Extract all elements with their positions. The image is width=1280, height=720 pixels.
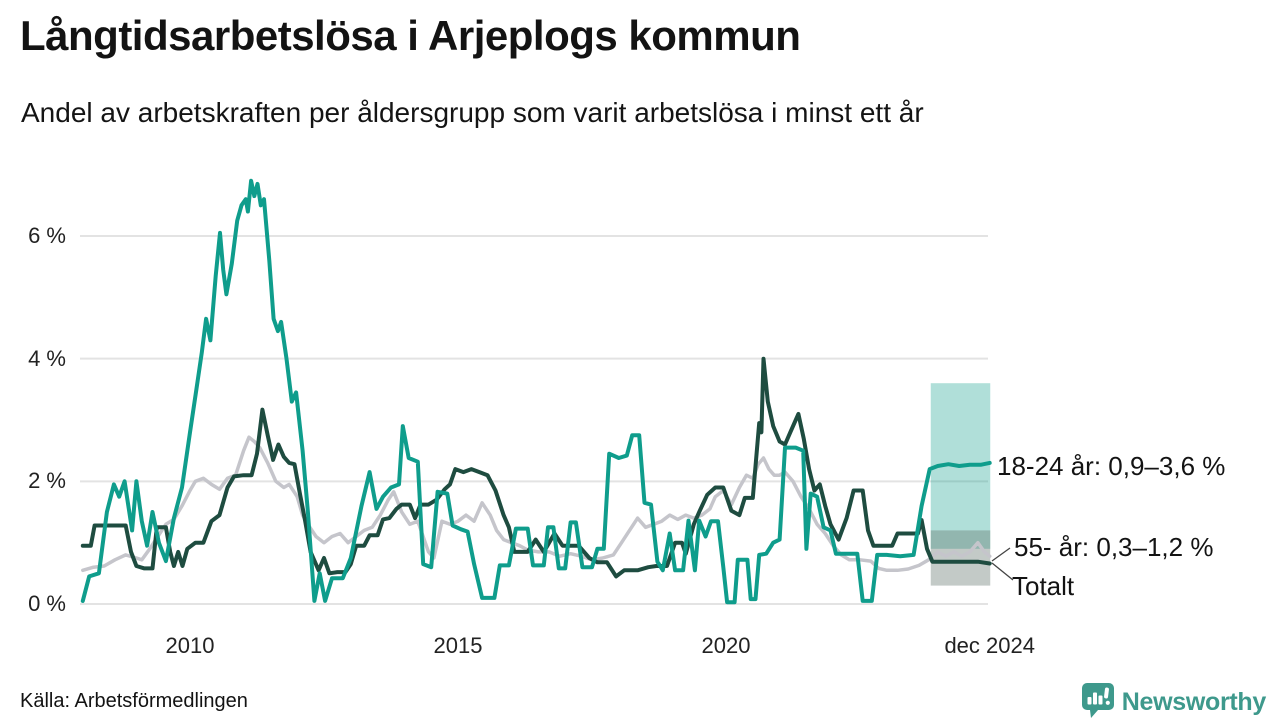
annotation-55: 55- år: 0,3–1,2 %: [1014, 532, 1214, 562]
uncertainty-band-1: [930, 530, 991, 586]
y-tick-6: 6 %: [28, 223, 66, 248]
x-tick-2010: 2010: [165, 633, 215, 658]
brand-lockup: Newsworthy: [1081, 682, 1266, 720]
x-tick-dec-2024: dec 2024: [944, 633, 1035, 658]
newsworthy-logo-icon: [1081, 682, 1115, 720]
y-tick-0: 0 %: [28, 591, 66, 616]
series-line-18-24-r: [80, 178, 992, 605]
page-subtitle: Andel av arbetskraften per åldersgrupp s…: [21, 97, 924, 128]
brand-name: Newsworthy: [1121, 688, 1267, 716]
series-line-totalt: [81, 435, 992, 573]
x-tick-2020: 2020: [701, 633, 751, 658]
series-line-55-r: [80, 356, 992, 579]
source-caption: Källa: Arbetsförmedlingen: [20, 690, 248, 712]
page-title: Långtidsarbetslösa i Arjeplogs kommun: [20, 12, 801, 59]
y-tick-2: 2 %: [28, 468, 66, 494]
annotation-18-24: 18-24 år: 0,9–3,6 %: [997, 451, 1226, 481]
annotation-total: Totalt: [1012, 571, 1075, 601]
y-tick-4: 4 %: [28, 345, 66, 371]
x-tick-2015: 2015: [433, 633, 483, 658]
annotation-connector-1: [991, 562, 1014, 581]
annotation-connector-0: [991, 547, 1011, 562]
